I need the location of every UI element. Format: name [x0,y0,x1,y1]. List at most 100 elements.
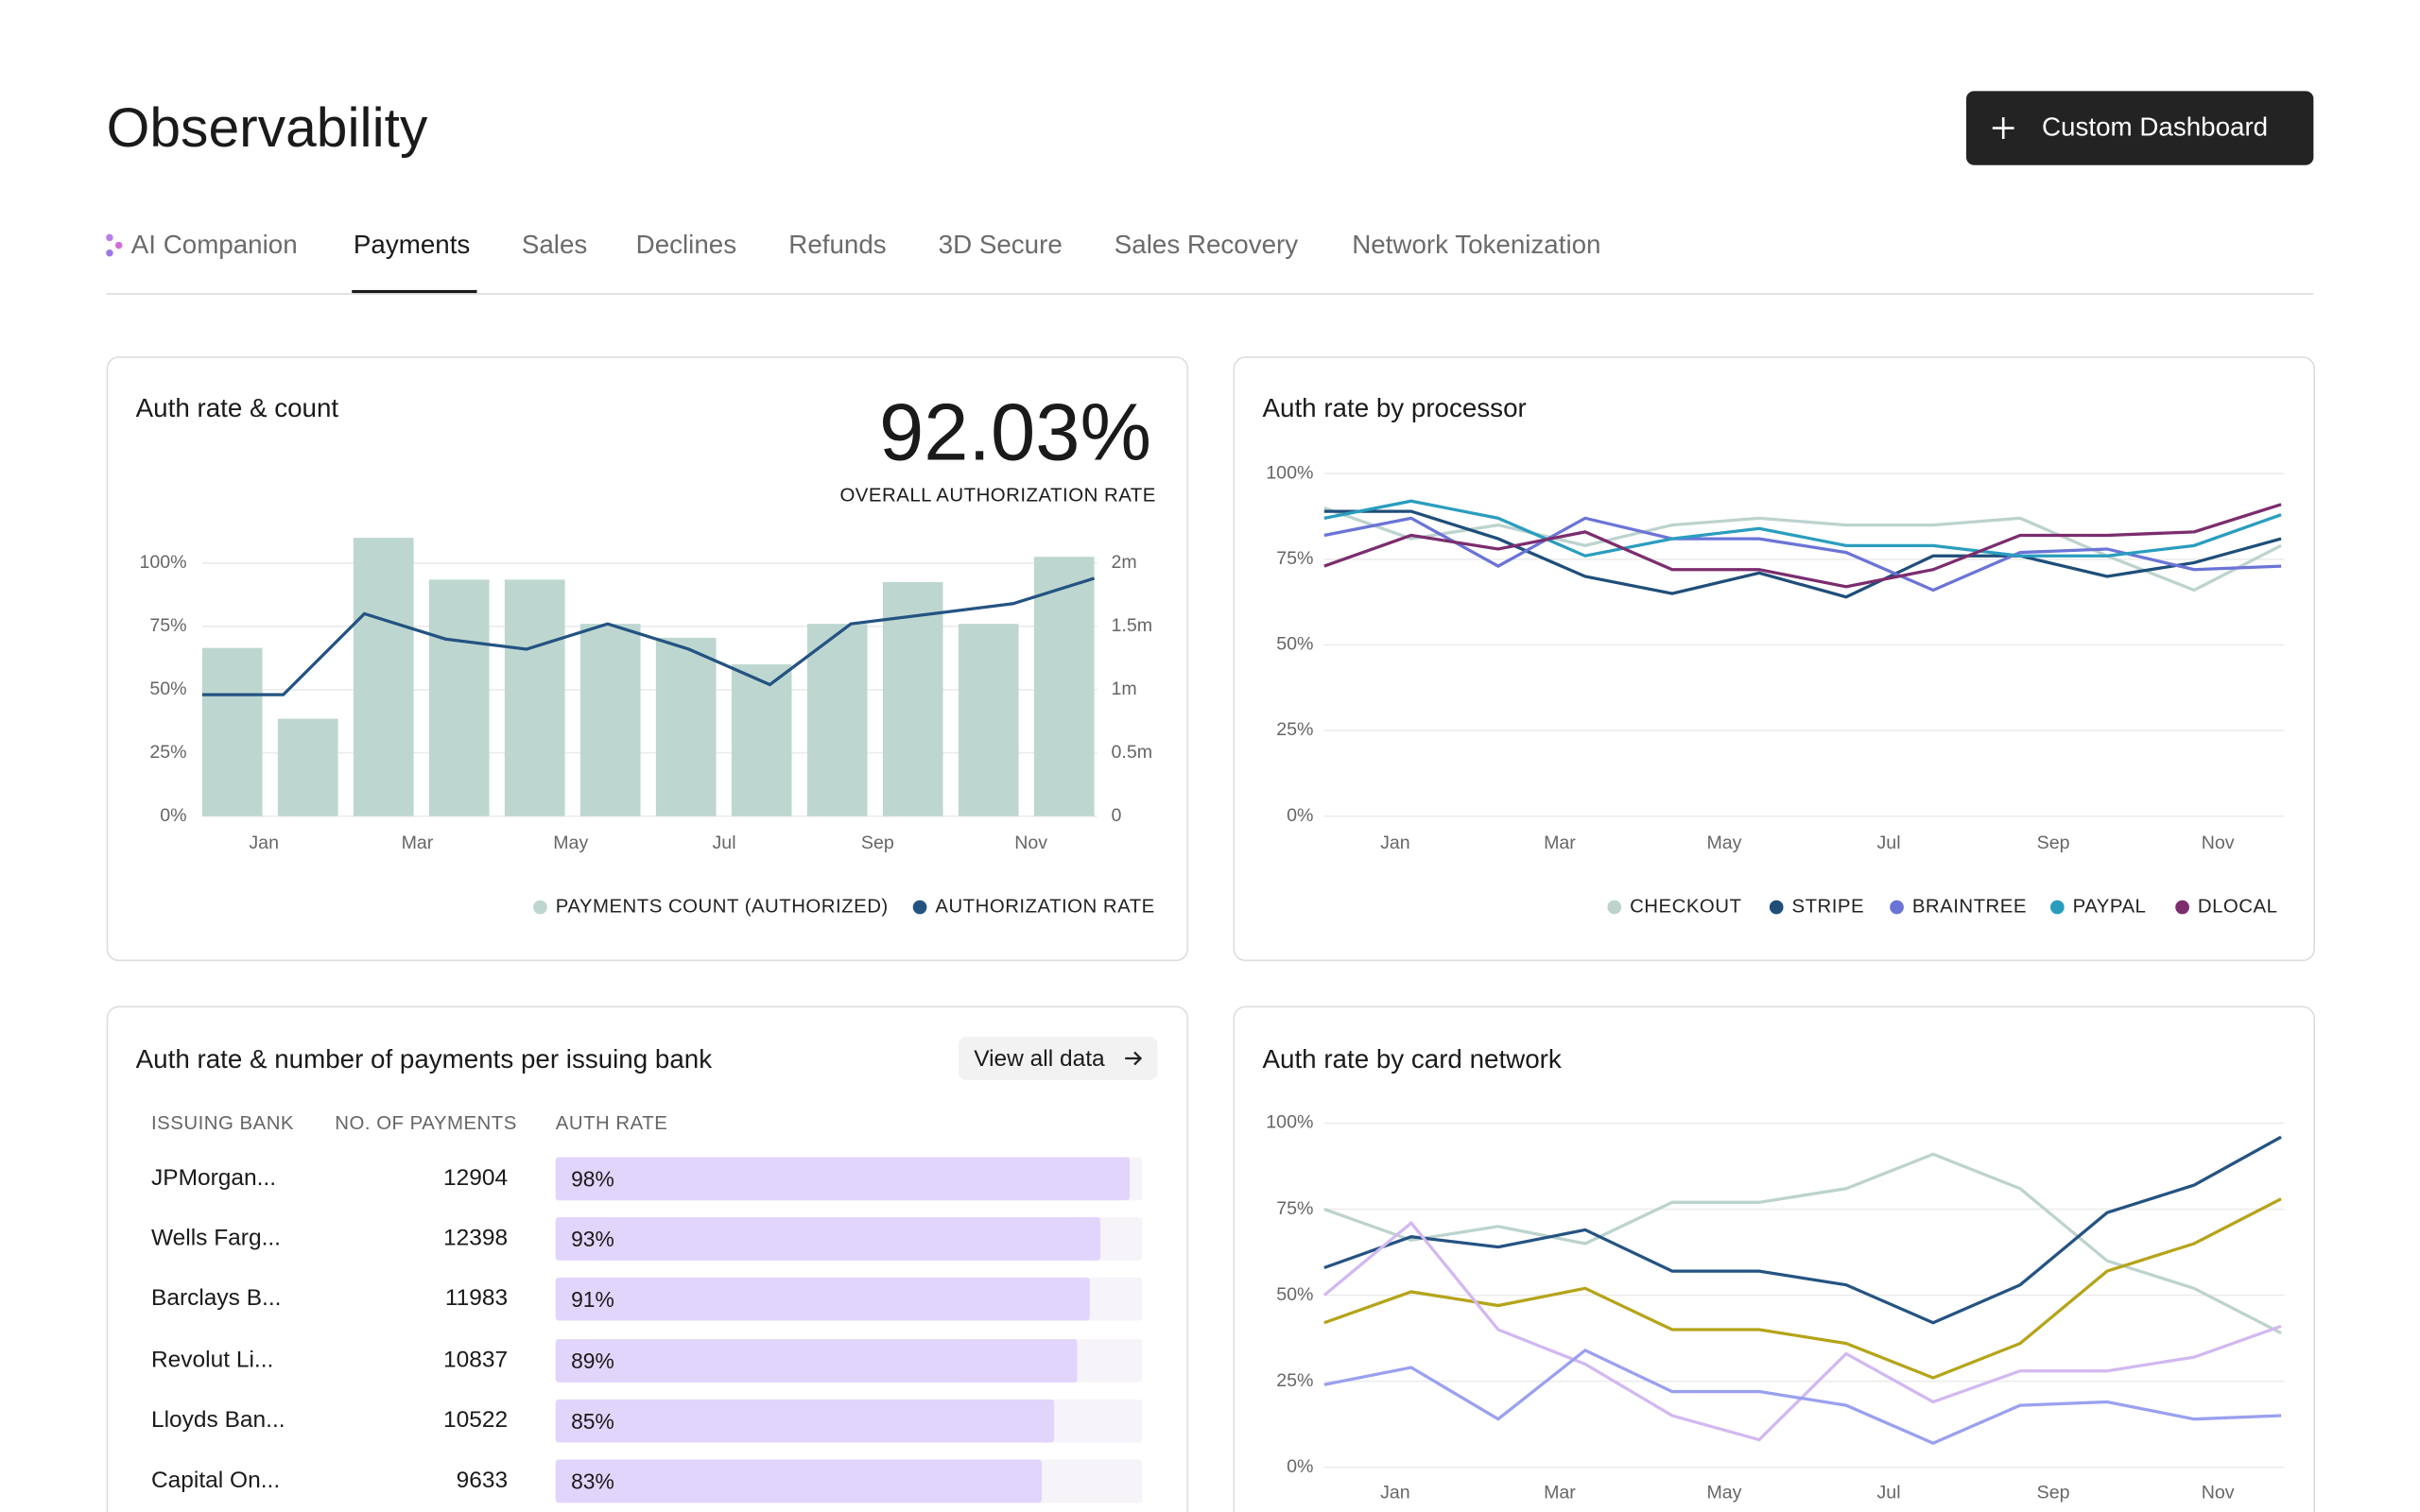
legend-label: PAYPAL [2073,896,2147,917]
line-series [1323,1348,2282,1445]
bank-name: Barclays B... [151,1285,282,1313]
y-tick-label: 50% [1276,634,1313,655]
rate-label: 93% [571,1227,614,1252]
x-tick-label: May [553,833,588,853]
kpi-value: 92.03% [878,388,1151,479]
view-all-button[interactable]: View all data [958,1037,1158,1080]
payment-count: 12904 [443,1164,509,1192]
x-tick-label: Sep [861,833,894,853]
x-tick-label: Mar [1544,1483,1576,1503]
ai-icon [106,233,123,257]
payment-count: 12398 [443,1225,509,1252]
legend-swatch [912,900,927,915]
x-tick-label: Jan [1380,1483,1410,1503]
x-tick-label: Mar [402,833,434,853]
bar [277,718,338,816]
legend-label: BRAINTREE [1912,896,2027,917]
card [1233,1005,2315,1512]
legend-label: STRIPE [1792,896,1865,917]
rate-bar [555,1157,1131,1201]
payment-count: 10837 [443,1346,509,1373]
legend-swatch [2049,900,2065,915]
bar [882,581,943,816]
rate-label: 83% [571,1469,614,1494]
x-tick-label: May [1706,1483,1741,1503]
y-tick-label: 25% [1276,719,1313,740]
x-tick-label: Sep [2037,833,2070,853]
bar [353,538,414,816]
bank-name: Capital On... [151,1467,281,1494]
arrow-icon [1125,1051,1143,1066]
payment-count: 9633 [456,1467,509,1494]
legend-swatch [2175,900,2189,915]
bank-name: Wells Farg... [151,1225,281,1252]
kpi-label: OVERALL AUTHORIZATION RATE [839,484,1156,507]
y-tick-label: 100% [1266,462,1313,483]
y-tick-label: 75% [149,615,186,636]
y-tick-label: 25% [1276,1370,1313,1391]
rate-bar [555,1338,1078,1383]
y-tick-label: 100% [1266,1112,1313,1133]
x-tick-label: Jan [249,833,279,853]
bar [731,664,792,816]
y-tick-label: 75% [1276,1198,1313,1219]
tab[interactable]: 3D Secure [938,230,1063,260]
rate-bar [555,1217,1101,1262]
legend-label: DLOCAL [2198,896,2278,917]
bar [655,637,717,816]
card-title: Auth rate by card network [1262,1044,1562,1074]
rate-bar [555,1459,1043,1503]
y2-tick-label: 1.5m [1112,615,1153,636]
legend-label: AUTHORIZATION RATE [935,896,1154,917]
line-series [201,576,1096,696]
x-tick-label: Nov [2202,1483,2235,1503]
line-series [1323,499,2282,558]
y-tick-label: 0% [1287,1456,1313,1477]
tab[interactable]: AI Companion [130,230,298,260]
x-tick-label: Jul [1877,1483,1901,1503]
tab-divider [106,293,2314,295]
line-series [1323,1135,2282,1325]
plus-icon [1992,117,2014,139]
bar [428,579,490,816]
y-tick-label: 25% [149,742,186,763]
y-tick-label: 100% [139,552,186,573]
x-tick-label: Sep [2037,1483,2070,1503]
line-series [1323,516,2282,593]
card-title: Auth rate & count [135,393,339,423]
line-series [1323,506,2282,593]
x-tick-label: Mar [1544,833,1576,853]
bank-name: JPMorgan... [151,1164,277,1192]
rate-bar [555,1278,1090,1322]
column-header: ISSUING BANK [151,1112,295,1134]
tab[interactable]: Declines [635,230,737,260]
tab[interactable]: Payments [353,230,471,260]
tab[interactable]: Sales [521,230,588,260]
line-series [1323,1197,2282,1380]
y2-tick-label: 0.5m [1112,742,1153,763]
bar [579,624,641,816]
custom-dashboard-button[interactable]: Custom Dashboard [1966,91,2314,165]
legend-swatch [1607,900,1622,915]
active-tab-indicator [352,289,477,294]
x-tick-label: Jul [1877,833,1901,853]
bar [504,579,565,816]
legend-label: CHECKOUT [1630,896,1741,917]
tab[interactable]: Refunds [788,230,887,260]
line-series [1323,503,2282,589]
bar [958,624,1019,816]
button-label: Custom Dashboard [2042,112,2269,143]
y-tick-label: 0% [160,805,186,826]
tab[interactable]: Network Tokenization [1352,230,1601,260]
tab[interactable]: Sales Recovery [1114,230,1299,260]
rate-label: 85% [571,1408,614,1434]
card-title: Auth rate by processor [1262,393,1527,423]
x-tick-label: Jul [713,833,736,853]
bar [806,624,868,816]
column-header: NO. OF PAYMENTS [335,1112,517,1134]
page-title: Observability [106,95,428,160]
y-tick-label: 50% [1276,1284,1313,1305]
